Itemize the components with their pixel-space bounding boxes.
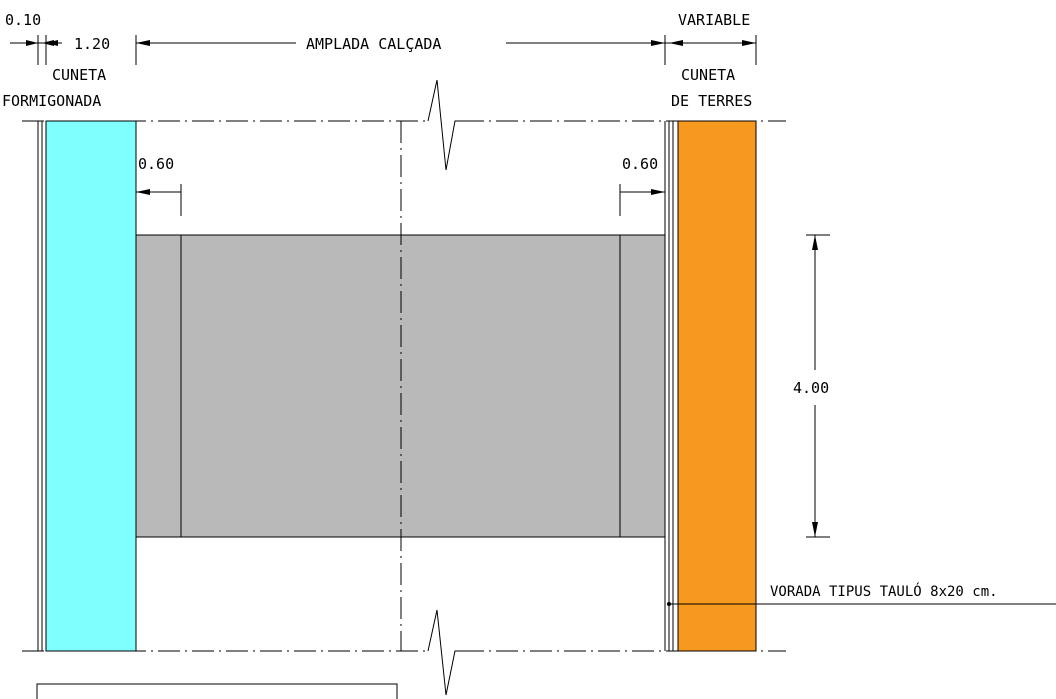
dim-arrow-amplada-left bbox=[136, 40, 150, 46]
dim-arrow-variable-right bbox=[742, 40, 756, 46]
dim-060-left-arrow bbox=[136, 189, 150, 195]
dim-arrow-variable-left bbox=[669, 40, 683, 46]
concrete-ditch-fill bbox=[45, 120, 137, 652]
label-vorada: VORADA TIPUS TAULÓ 8x20 cm. bbox=[770, 582, 998, 600]
dim-400-arrow-top bbox=[812, 235, 818, 250]
dim-arrow-0-10-a bbox=[26, 40, 38, 46]
bottom-break-symbol bbox=[427, 609, 462, 696]
dim-label-400: 4.00 bbox=[793, 379, 829, 397]
dim-label-variable: VARIABLE bbox=[678, 11, 750, 29]
dim-arrow-amplada-right bbox=[651, 40, 665, 46]
dim-label-0-10: 0.10 bbox=[5, 11, 41, 29]
dim-060-right-arrow bbox=[651, 189, 665, 195]
dim-label-amplada-calcada: AMPLADA CALÇADA bbox=[306, 35, 441, 53]
dim-label-060-right: 0.60 bbox=[622, 155, 658, 173]
label-cuneta-left-1: CUNETA bbox=[52, 66, 106, 84]
dim-label-1-20: 1.20 bbox=[74, 35, 110, 53]
label-cuneta-left-2: FORMIGONADA bbox=[2, 92, 101, 110]
dim-400-arrow-bottom bbox=[812, 522, 818, 537]
top-break-symbol bbox=[427, 79, 462, 171]
title-box-partial bbox=[36, 683, 398, 699]
dim-arrow-1-20 bbox=[46, 40, 58, 46]
dim-label-060-left: 0.60 bbox=[138, 155, 174, 173]
label-cuneta-right-1: CUNETA bbox=[681, 66, 735, 84]
earth-ditch-fill bbox=[677, 120, 757, 652]
label-cuneta-right-2: DE TERRES bbox=[671, 92, 752, 110]
